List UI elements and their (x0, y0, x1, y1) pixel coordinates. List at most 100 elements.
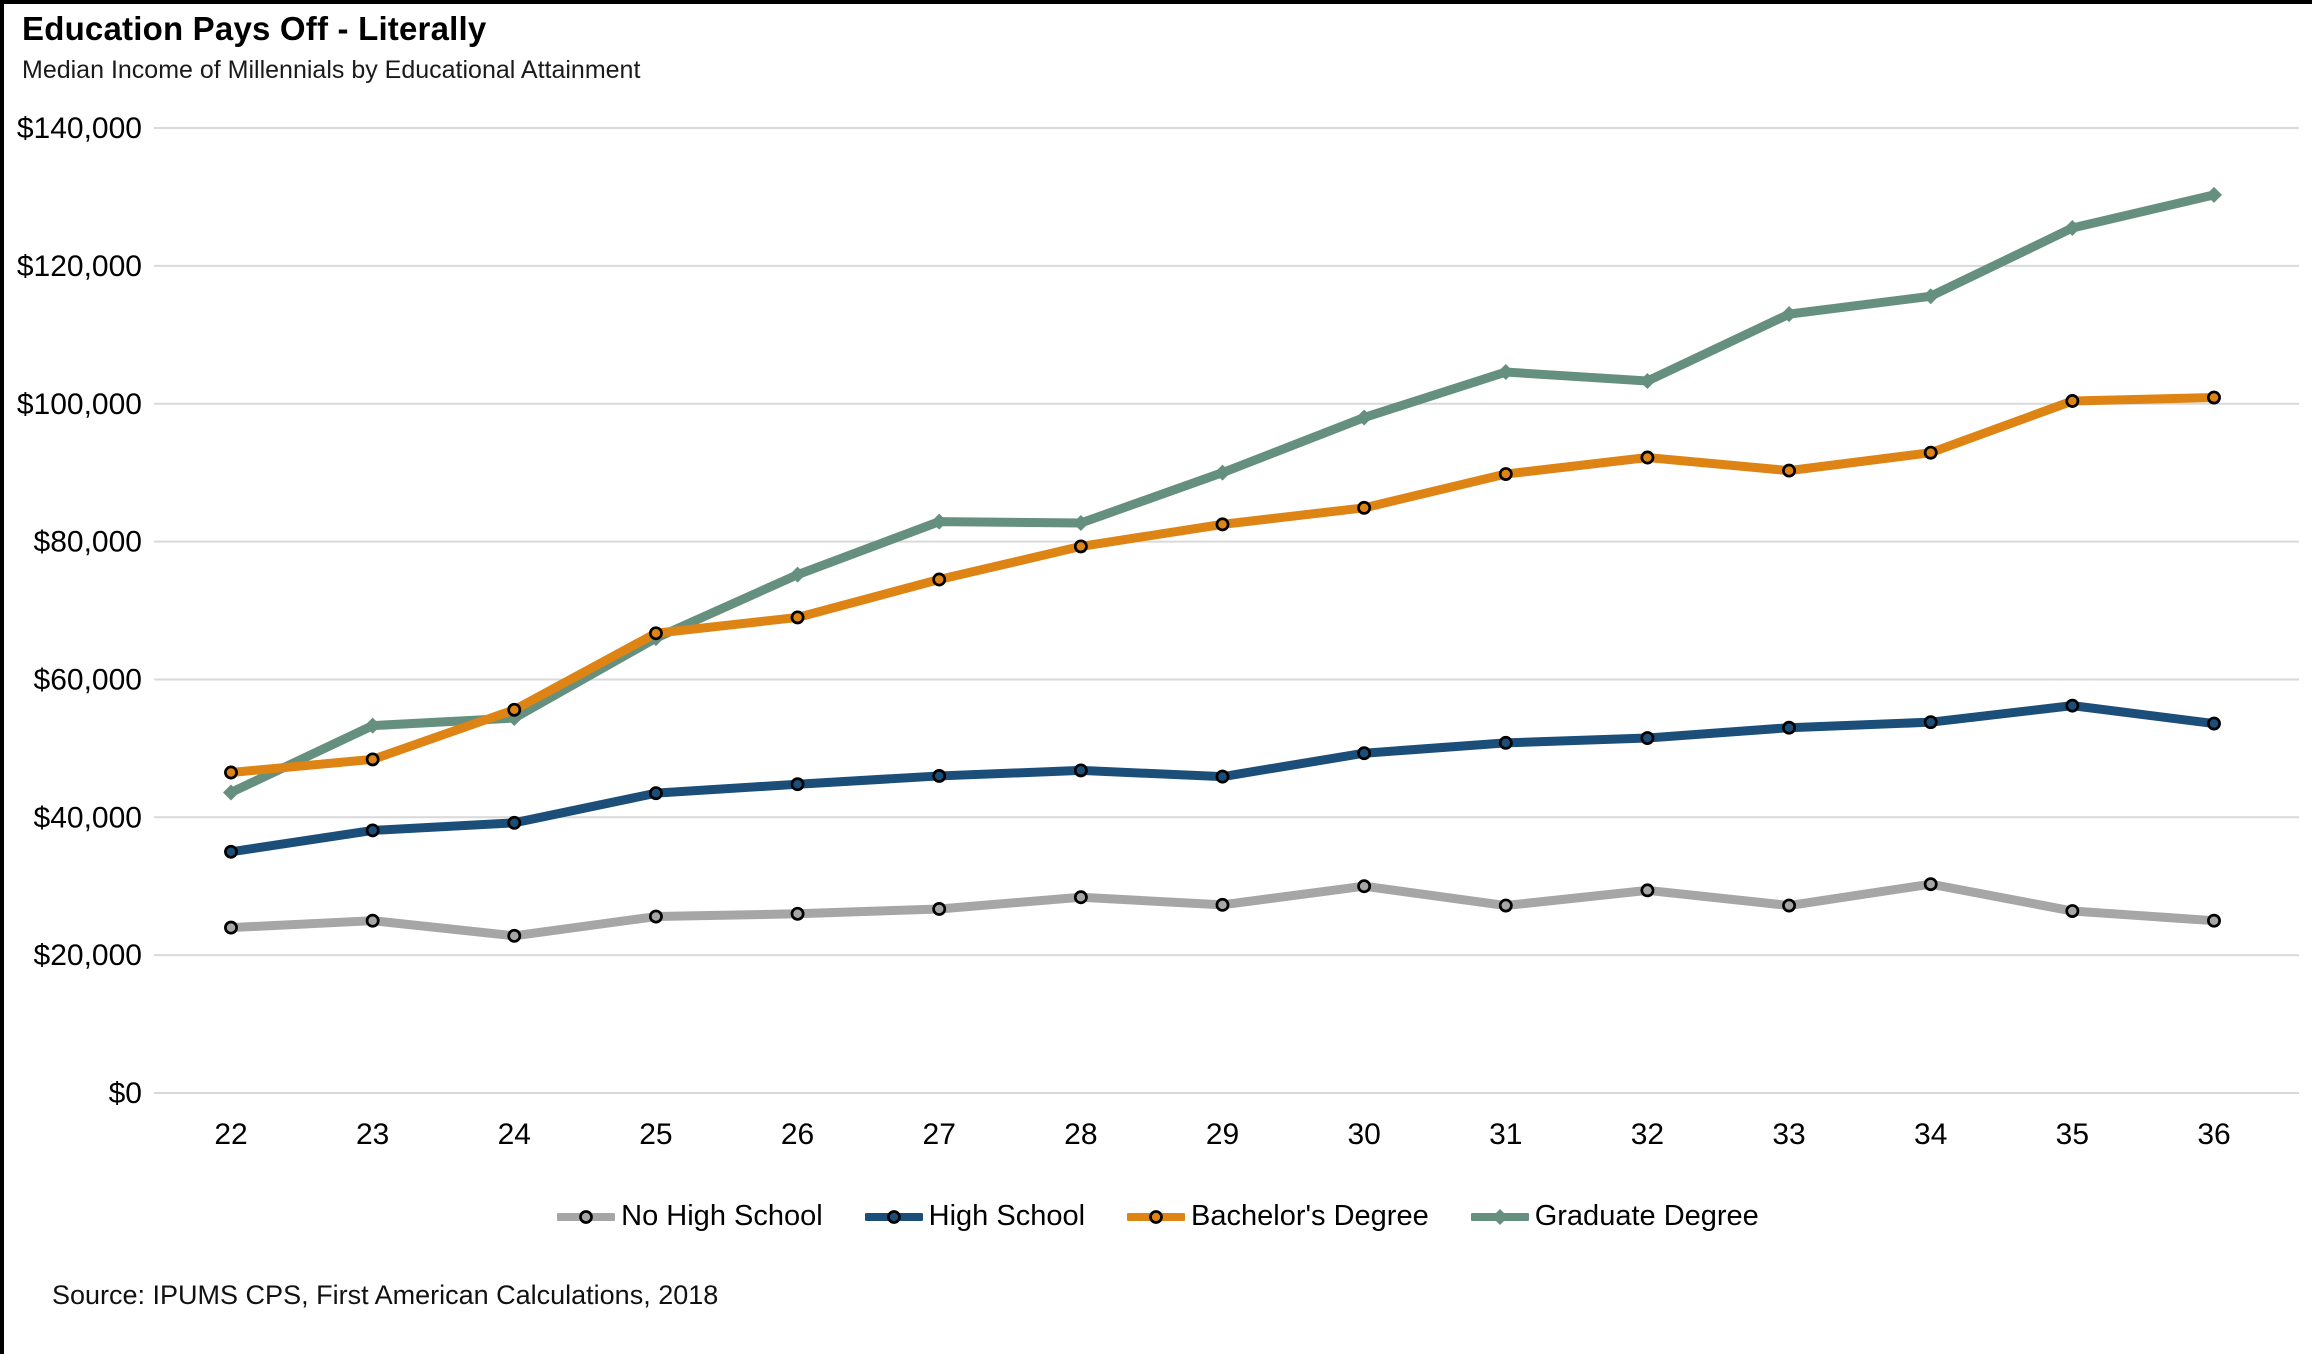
data-point-circle (224, 765, 238, 780)
x-tick-label: 23 (356, 1118, 389, 1151)
data-point-diamond (1356, 409, 1373, 426)
data-point-circle (932, 768, 947, 783)
y-tick-label: $20,000 (34, 939, 142, 972)
legend-label: No High School (621, 1200, 823, 1232)
data-point-diamond (1497, 364, 1514, 381)
y-tick-label: $60,000 (34, 663, 142, 696)
data-point-diamond (364, 717, 381, 734)
data-point-circle (1357, 746, 1372, 761)
legend-marker-graduate-degree (1470, 1208, 1529, 1225)
data-point-circle (1215, 517, 1230, 532)
legend-circle-icon (1149, 1209, 1163, 1224)
data-point-circle (224, 920, 238, 935)
data-point-diamond (1072, 514, 1089, 531)
x-tick-label: 26 (781, 1118, 814, 1151)
data-point-circle (790, 906, 805, 921)
data-point-circle (1215, 897, 1230, 912)
x-axis-tick-labels: 22 23 24 25 26 27 28 29 30 31 32 33 34 35 36 (214, 1118, 2230, 1151)
data-point-circle (1073, 890, 1088, 905)
data-point-circle (1498, 898, 1513, 913)
data-point-diamond (1639, 373, 1656, 390)
data-point-circle (790, 777, 805, 792)
legend-label: High School (928, 1200, 1086, 1232)
data-point-circle (1923, 877, 1938, 892)
legend-item-high-school: High School (864, 1200, 1086, 1233)
data-point-circle (1640, 883, 1655, 898)
y-tick-label: $140,000 (17, 112, 142, 145)
data-point-circle (2065, 394, 2080, 408)
x-tick-label: 35 (2056, 1118, 2089, 1151)
legend-marker-high-school (864, 1209, 923, 1224)
data-point-circle (1073, 539, 1088, 554)
data-point-circle (1782, 720, 1797, 735)
data-point-circle (2207, 913, 2221, 928)
y-tick-label: $0 (109, 1077, 142, 1110)
data-point-diamond (223, 784, 239, 801)
x-tick-label: 25 (639, 1118, 672, 1151)
data-point-circle (1782, 463, 1797, 478)
x-tick-label: 28 (1064, 1118, 1097, 1151)
data-point-diamond (789, 566, 806, 583)
data-point-circle (365, 823, 380, 838)
x-tick-label: 36 (2197, 1118, 2230, 1151)
legend-diamond-icon (1491, 1208, 1508, 1225)
x-tick-label: 22 (214, 1118, 247, 1151)
data-point-circle (1498, 735, 1513, 750)
data-point-diamond (931, 513, 948, 530)
series-bachelor-s-degree (224, 390, 2221, 780)
legend-item-graduate-degree: Graduate Degree (1470, 1200, 1759, 1233)
legend: No High School High School Bachelor's Degr… (4, 1200, 2312, 1233)
series-no-high-school (224, 877, 2221, 943)
data-point-circle (1782, 898, 1797, 913)
chart-title: Education Pays Off - Literally (22, 10, 487, 47)
data-point-diamond (2064, 219, 2081, 236)
data-point-circle (932, 902, 947, 916)
legend-label: Bachelor's Degree (1191, 1200, 1429, 1232)
data-point-circle (2065, 904, 2080, 918)
x-tick-label: 27 (923, 1118, 956, 1151)
data-point-circle (648, 786, 663, 801)
data-point-circle (1923, 445, 1938, 460)
y-tick-label: $100,000 (17, 388, 142, 421)
series-line-bachelor-s-degree (226, 393, 2219, 777)
y-axis-tick-labels: $0 $20,000 $40,000 $60,000 $80,000 $100,000 $1… (17, 112, 142, 1110)
y-tick-label: $120,000 (17, 250, 142, 283)
data-point-diamond (1781, 306, 1798, 323)
data-point-circle (1357, 500, 1372, 515)
series-high-school (224, 698, 2221, 859)
data-point-diamond (1214, 464, 1231, 481)
data-point-circle (1640, 450, 1655, 465)
y-tick-label: $40,000 (34, 801, 142, 834)
data-point-circle (1073, 763, 1088, 778)
data-point-circle (507, 815, 522, 830)
x-tick-label: 24 (498, 1118, 531, 1151)
data-point-circle (2207, 716, 2221, 731)
data-point-circle (2065, 698, 2080, 713)
x-tick-label: 34 (1914, 1118, 1947, 1151)
x-tick-label: 33 (1772, 1118, 1805, 1151)
data-point-circle (932, 572, 947, 587)
data-point-circle (1498, 467, 1513, 482)
data-point-diamond (2206, 186, 2222, 203)
data-point-circle (790, 610, 805, 625)
data-point-circle (1640, 731, 1655, 745)
data-point-circle (507, 928, 522, 943)
x-tick-label: 31 (1489, 1118, 1522, 1151)
data-point-circle (1923, 715, 1938, 730)
data-point-circle (365, 752, 380, 767)
data-point-circle (1357, 879, 1372, 894)
data-point-circle (224, 844, 238, 859)
chart-subtitle: Median Income of Millennials by Educatio… (22, 56, 641, 84)
x-tick-label: 29 (1206, 1118, 1239, 1151)
legend-marker-bachelor-s-degree (1127, 1209, 1186, 1224)
gridlines (154, 127, 2299, 1094)
x-tick-label: 32 (1631, 1118, 1664, 1151)
y-tick-label: $80,000 (34, 526, 142, 559)
data-point-circle (507, 702, 522, 717)
line-chart-plot-area: $0 $20,000 $40,000 $60,000 $80,000 $100,000 $1… (17, 112, 2299, 1151)
legend-item-bachelor-s-degree: Bachelor's Degree (1127, 1200, 1429, 1233)
legend-item-no-high-school: No High School (557, 1200, 823, 1233)
legend-circle-icon (579, 1209, 594, 1224)
legend-label: Graduate Degree (1534, 1200, 1759, 1232)
